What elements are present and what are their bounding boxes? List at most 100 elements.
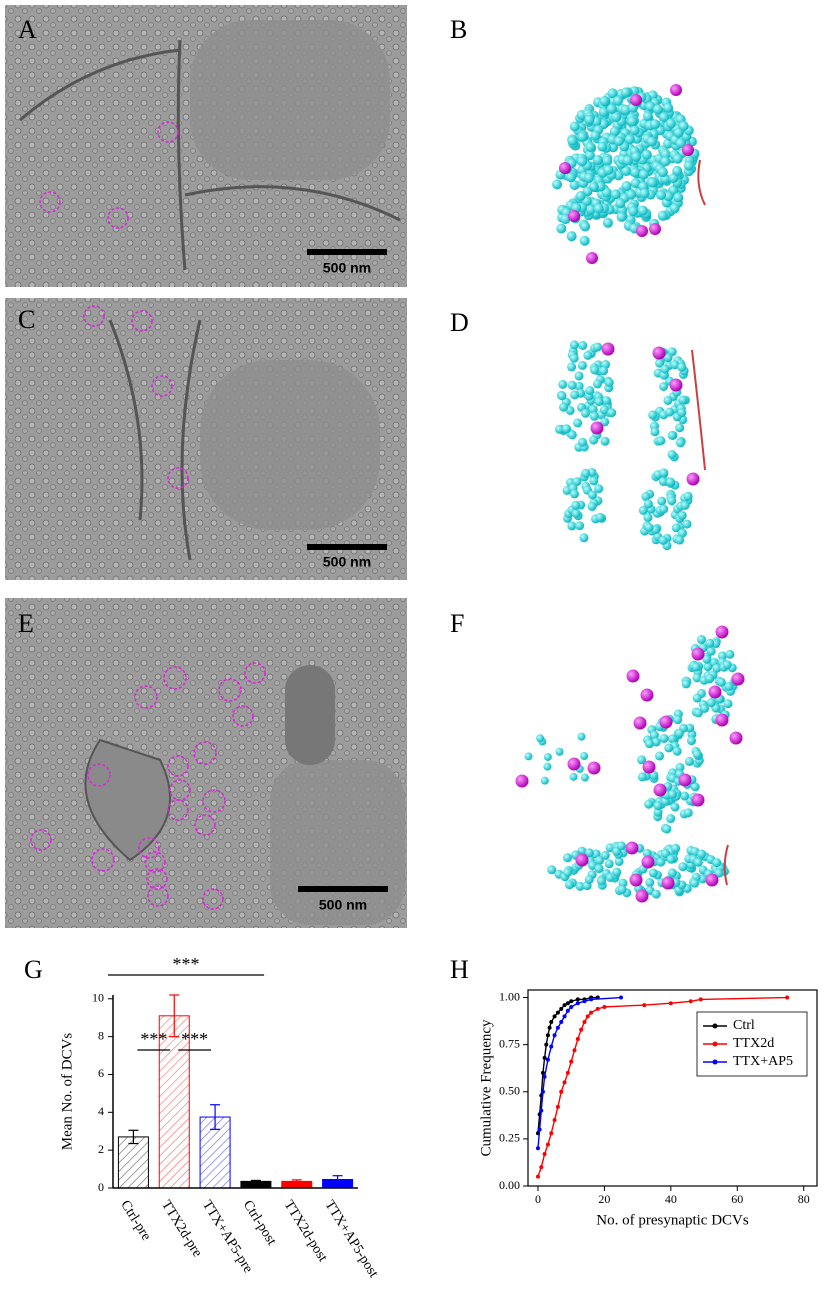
vesicle	[678, 862, 688, 872]
vesicle	[578, 437, 588, 447]
vesicle	[702, 654, 712, 664]
point	[540, 1070, 545, 1075]
vesicle	[563, 868, 573, 878]
vesicle	[703, 662, 713, 672]
point	[698, 997, 703, 1002]
vesicle	[560, 214, 571, 225]
vesicle	[610, 189, 621, 200]
vesicle	[663, 102, 674, 113]
dcv	[642, 760, 656, 774]
point	[552, 1033, 557, 1038]
legend-marker	[712, 1023, 718, 1029]
vesicle	[705, 638, 715, 648]
vesicle	[677, 510, 687, 520]
vesicle	[599, 96, 610, 107]
dcv	[629, 873, 643, 887]
vesicle	[656, 436, 666, 446]
vesicle	[624, 134, 635, 145]
vesicle	[606, 103, 617, 114]
vesicle	[675, 535, 685, 545]
vesicle	[580, 408, 590, 418]
micrographs: 500 nm 500 nm 500 nm	[5, 5, 407, 928]
frame	[527, 989, 818, 1187]
vesicle	[599, 405, 609, 415]
vesicle	[594, 397, 604, 407]
vesicle	[666, 477, 676, 487]
vesicle	[616, 841, 626, 851]
dcv	[705, 873, 719, 887]
y-tick-label: 4	[98, 1104, 104, 1118]
vesicle	[722, 660, 732, 670]
vesicle	[607, 408, 617, 418]
dcv	[590, 421, 604, 435]
vesicle	[672, 746, 682, 756]
vesicle	[601, 187, 612, 198]
vesicle	[559, 402, 569, 412]
point	[537, 1127, 542, 1132]
vesicle	[584, 875, 594, 885]
vesicle	[696, 635, 706, 645]
reconstructions	[515, 84, 745, 903]
significance-label: ***	[140, 1029, 167, 1049]
vesicle	[671, 843, 681, 853]
point	[562, 1003, 567, 1008]
vesicle	[712, 858, 722, 868]
panel-label: C	[18, 305, 35, 334]
point	[572, 1048, 577, 1053]
point	[549, 1044, 554, 1049]
vesicle	[657, 167, 668, 178]
vesicle	[602, 396, 612, 406]
x-tick-label: 80	[798, 1192, 810, 1206]
point	[555, 1104, 560, 1109]
x-tick-label: Ctrl-post	[240, 1198, 279, 1248]
vesicle	[585, 142, 596, 153]
vesicle	[690, 878, 700, 888]
dcv	[630, 94, 642, 106]
vesicle	[604, 859, 614, 869]
point	[555, 1010, 560, 1015]
y-tick-label: 0	[98, 1180, 104, 1194]
point	[545, 1057, 550, 1062]
vesicle	[564, 880, 574, 890]
vesicle	[645, 101, 656, 112]
vesicle	[692, 749, 702, 759]
dcv	[641, 855, 655, 869]
mitochondrion	[285, 665, 335, 765]
vesicle	[587, 490, 597, 500]
scale-bar-label: 500 nm	[323, 260, 371, 276]
y-tick-label: 8	[98, 1028, 104, 1042]
vesicle	[681, 679, 691, 689]
vesicle	[672, 165, 683, 176]
vesicle	[580, 773, 589, 782]
error-bar	[332, 1175, 343, 1184]
vesicle	[641, 492, 651, 502]
vesicle	[552, 179, 563, 190]
point	[582, 1020, 587, 1025]
vesicle	[561, 424, 571, 434]
vesicle	[569, 489, 579, 499]
vesicle	[723, 699, 733, 709]
point	[559, 1006, 564, 1011]
vesicle	[641, 149, 652, 160]
vesicle	[644, 739, 654, 749]
vesicle	[589, 411, 599, 421]
point	[569, 999, 574, 1004]
dcv	[568, 210, 580, 222]
vesicle	[577, 732, 586, 741]
point	[565, 1008, 570, 1013]
vesicle	[661, 849, 671, 859]
vesicle	[615, 198, 626, 209]
vesicle	[655, 751, 665, 761]
vesicle	[593, 203, 604, 214]
vesicle	[674, 728, 684, 738]
dcv	[715, 713, 729, 727]
point	[542, 1074, 547, 1079]
vesicle	[555, 747, 564, 756]
point	[535, 1146, 540, 1151]
vesicle	[567, 430, 577, 440]
vesicle	[673, 715, 683, 725]
point	[545, 1033, 550, 1038]
vesicle	[660, 364, 670, 374]
panel-label: B	[450, 15, 467, 44]
